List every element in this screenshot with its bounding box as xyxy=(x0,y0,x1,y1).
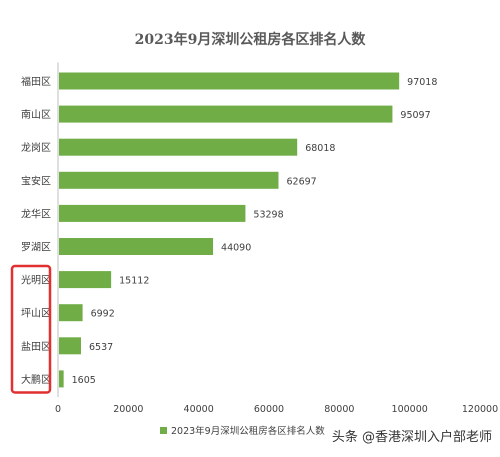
highlight-box xyxy=(10,264,52,394)
category-label-9: 大鹏区 xyxy=(21,373,51,386)
category-label-8: 盐田区 xyxy=(21,340,51,353)
x-tick-label-2: 40000 xyxy=(184,404,214,415)
data-label-8: 6537 xyxy=(89,342,113,353)
data-label-6: 15112 xyxy=(119,276,149,287)
bar-5 xyxy=(59,238,214,255)
bar-8 xyxy=(59,337,81,355)
bar-6 xyxy=(59,271,112,289)
x-tick-label-6: 120000 xyxy=(462,404,498,415)
bar-9 xyxy=(59,370,64,388)
category-label-3: 宝安区 xyxy=(21,174,51,187)
legend-swatch xyxy=(160,427,167,434)
legend-label: 2023年9月深圳公租房各区排名人数 xyxy=(171,425,325,437)
data-label-7: 6992 xyxy=(91,309,115,320)
bar-3 xyxy=(59,171,279,189)
data-label-0: 97018 xyxy=(407,77,437,88)
data-label-5: 44090 xyxy=(221,243,251,254)
category-label-1: 南山区 xyxy=(21,108,51,121)
data-label-3: 62697 xyxy=(286,176,316,187)
data-label-1: 95097 xyxy=(400,110,430,121)
category-label-0: 福田区 xyxy=(21,75,51,88)
bar-1 xyxy=(59,105,393,123)
x-tick-label-5: 100000 xyxy=(392,404,428,415)
watermark-text: 头条 @香港深圳入户部老师 xyxy=(331,430,492,445)
data-label-9: 1605 xyxy=(72,375,96,386)
x-tick-label-1: 20000 xyxy=(113,404,143,415)
x-tick-label-3: 60000 xyxy=(254,404,284,415)
category-label-4: 龙华区 xyxy=(21,207,51,220)
category-label-6: 光明区 xyxy=(21,274,51,287)
bar-2 xyxy=(59,138,298,156)
bar-4 xyxy=(59,204,246,222)
data-label-2: 68018 xyxy=(305,143,335,154)
bar-7 xyxy=(59,304,83,322)
category-label-2: 龙岗区 xyxy=(21,141,51,154)
x-tick-label-0: 0 xyxy=(55,404,61,415)
category-label-5: 罗湖区 xyxy=(21,242,51,254)
category-label-7: 坪山区 xyxy=(21,307,51,320)
data-label-4: 53298 xyxy=(253,209,283,220)
chart-title: 2023年9月深圳公租房各区排名人数 xyxy=(134,32,366,48)
bar-0 xyxy=(59,72,400,90)
x-tick-label-4: 80000 xyxy=(324,404,354,415)
